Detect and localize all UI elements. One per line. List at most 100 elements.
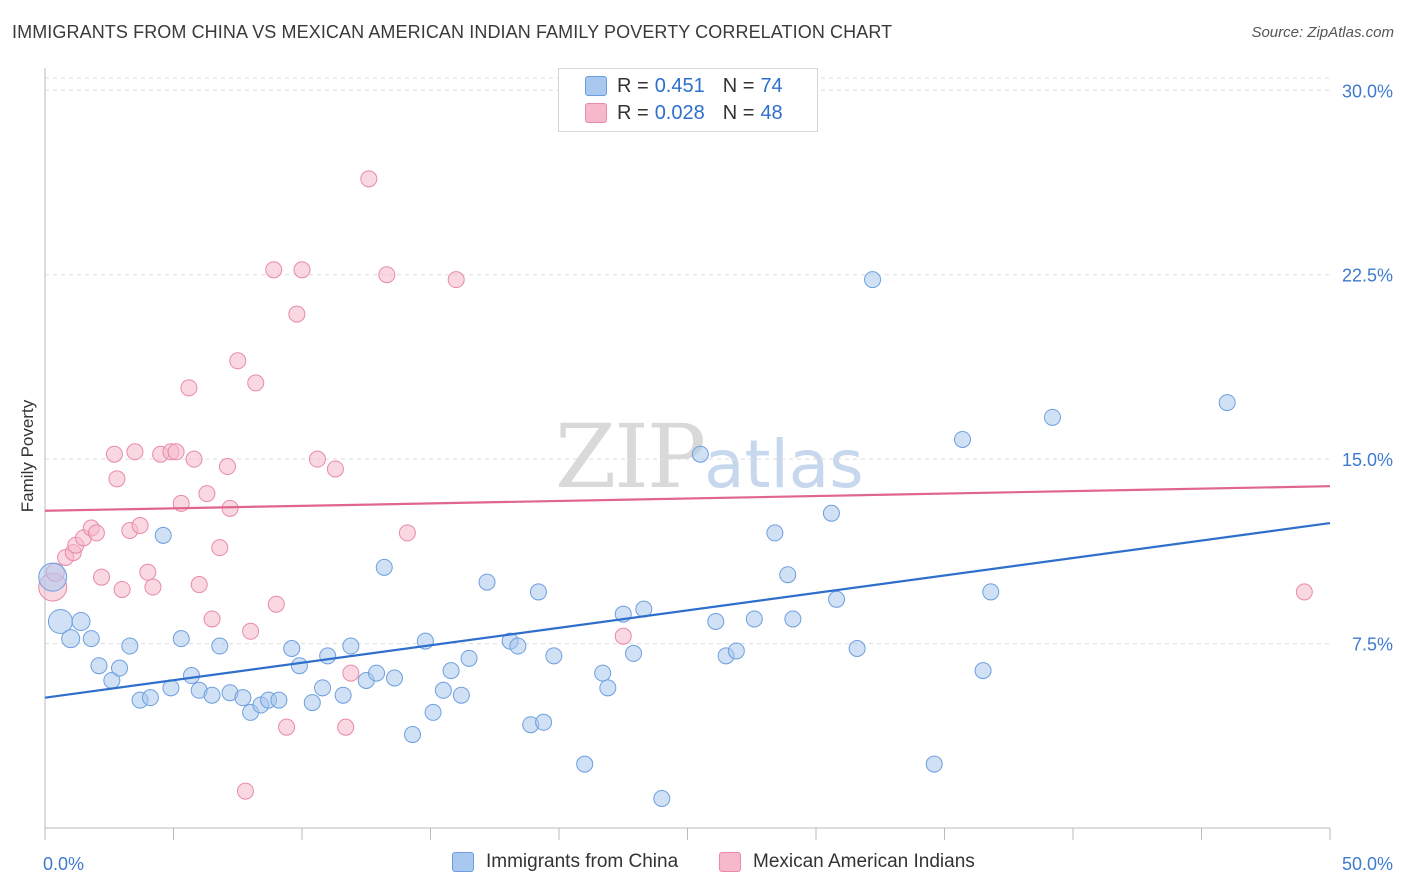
mexican-point xyxy=(267,595,285,613)
china-point xyxy=(478,573,496,591)
china-point xyxy=(745,610,763,628)
china-point xyxy=(303,694,321,712)
legend-n-label: N = xyxy=(722,101,755,124)
china-point xyxy=(442,662,460,680)
china-point xyxy=(576,755,594,773)
china-point xyxy=(594,664,612,682)
mexican-point xyxy=(447,271,465,289)
mexican-point xyxy=(1295,583,1313,601)
china-point xyxy=(982,583,1000,601)
legend-label-mexican: Mexican American Indians xyxy=(753,851,975,872)
china-point xyxy=(283,639,301,657)
china-point xyxy=(334,686,352,704)
mexican-trend-line xyxy=(44,485,1331,512)
china-point xyxy=(766,524,784,542)
china-point xyxy=(653,789,671,807)
china-point xyxy=(386,669,404,687)
mexican-point xyxy=(113,580,131,598)
legend-r-value: 0.028 xyxy=(654,101,705,124)
mexican-point xyxy=(293,261,311,279)
mexican-point xyxy=(167,443,185,461)
legend-swatch-pink xyxy=(719,852,741,872)
source-credit: Source: ZipAtlas.com xyxy=(1251,24,1394,41)
china-point xyxy=(828,590,846,608)
china-point xyxy=(154,526,172,544)
china-point xyxy=(71,611,91,631)
mexican-point xyxy=(203,610,221,628)
china-point xyxy=(529,583,547,601)
china-point xyxy=(1043,408,1061,426)
mexican-point xyxy=(342,664,360,682)
china-point xyxy=(319,647,337,665)
china-point xyxy=(404,726,422,744)
mexican-point xyxy=(87,524,105,542)
mexican-point xyxy=(126,443,144,461)
legend-n-value: 48 xyxy=(760,101,783,124)
mexican-point xyxy=(236,782,254,800)
china-point xyxy=(270,691,288,709)
china-point xyxy=(314,679,332,697)
legend-n-label: N = xyxy=(722,74,755,97)
y-tick-label: 30.0% xyxy=(1342,81,1393,101)
legend-r-label: R = xyxy=(617,74,649,97)
china-point xyxy=(90,657,108,675)
mexican-point xyxy=(185,450,203,468)
china-point xyxy=(290,657,308,675)
china-point xyxy=(535,713,553,731)
china-point xyxy=(974,662,992,680)
x-tick-label: 50.0% xyxy=(1342,854,1393,874)
china-point xyxy=(368,664,386,682)
china-point xyxy=(121,637,139,655)
mexican-point xyxy=(308,450,326,468)
mexican-point xyxy=(93,568,111,586)
china-trend-line xyxy=(44,521,1331,699)
china-point xyxy=(953,430,971,448)
x-tick-label: 0.0% xyxy=(43,854,84,874)
china-point xyxy=(925,755,943,773)
china-point xyxy=(375,558,393,576)
legend-n-value: 74 xyxy=(760,74,783,97)
mexican-point xyxy=(337,718,355,736)
legend-item-mexican: Mexican American Indians xyxy=(719,851,975,873)
y-tick-label: 7.5% xyxy=(1352,635,1393,655)
china-point xyxy=(203,686,221,704)
legend-row-mexican: R = 0.028 N = 48 xyxy=(585,101,783,125)
mexican-point xyxy=(131,517,149,535)
mexican-point xyxy=(242,622,260,640)
china-point xyxy=(234,689,252,707)
china-point xyxy=(182,667,200,685)
mexican-point xyxy=(105,445,123,463)
watermark-zip: ZIP xyxy=(555,405,706,508)
mexican-point xyxy=(229,352,247,370)
china-point xyxy=(111,659,129,677)
mexican-point xyxy=(180,379,198,397)
legend-r-label: R = xyxy=(617,101,649,124)
watermark-atlas: atlas xyxy=(704,426,864,503)
china-point xyxy=(424,703,442,721)
china-point xyxy=(727,642,745,660)
china-point xyxy=(452,686,470,704)
china-point xyxy=(38,562,68,592)
china-point xyxy=(779,566,797,584)
correlation-legend: R = 0.451 N = 74 R = 0.028 N = 48 xyxy=(558,68,818,132)
china-point xyxy=(460,649,478,667)
mexican-point xyxy=(247,374,265,392)
china-point xyxy=(61,629,81,649)
china-point xyxy=(599,679,617,697)
china-point xyxy=(434,681,452,699)
mexican-point xyxy=(278,718,296,736)
china-point xyxy=(1218,394,1236,412)
zipatlas-watermark: ZIPatlas xyxy=(555,405,864,508)
china-point xyxy=(848,639,866,657)
legend-swatch-blue xyxy=(585,76,607,96)
mexican-point xyxy=(211,539,229,557)
legend-swatch-blue xyxy=(452,852,474,872)
china-point xyxy=(172,630,190,648)
china-point xyxy=(864,271,882,289)
chart-title: IMMIGRANTS FROM CHINA VS MEXICAN AMERICA… xyxy=(12,22,893,42)
mexican-point xyxy=(614,627,632,645)
mexican-point xyxy=(288,305,306,323)
mexican-point xyxy=(139,563,157,581)
china-point xyxy=(141,689,159,707)
